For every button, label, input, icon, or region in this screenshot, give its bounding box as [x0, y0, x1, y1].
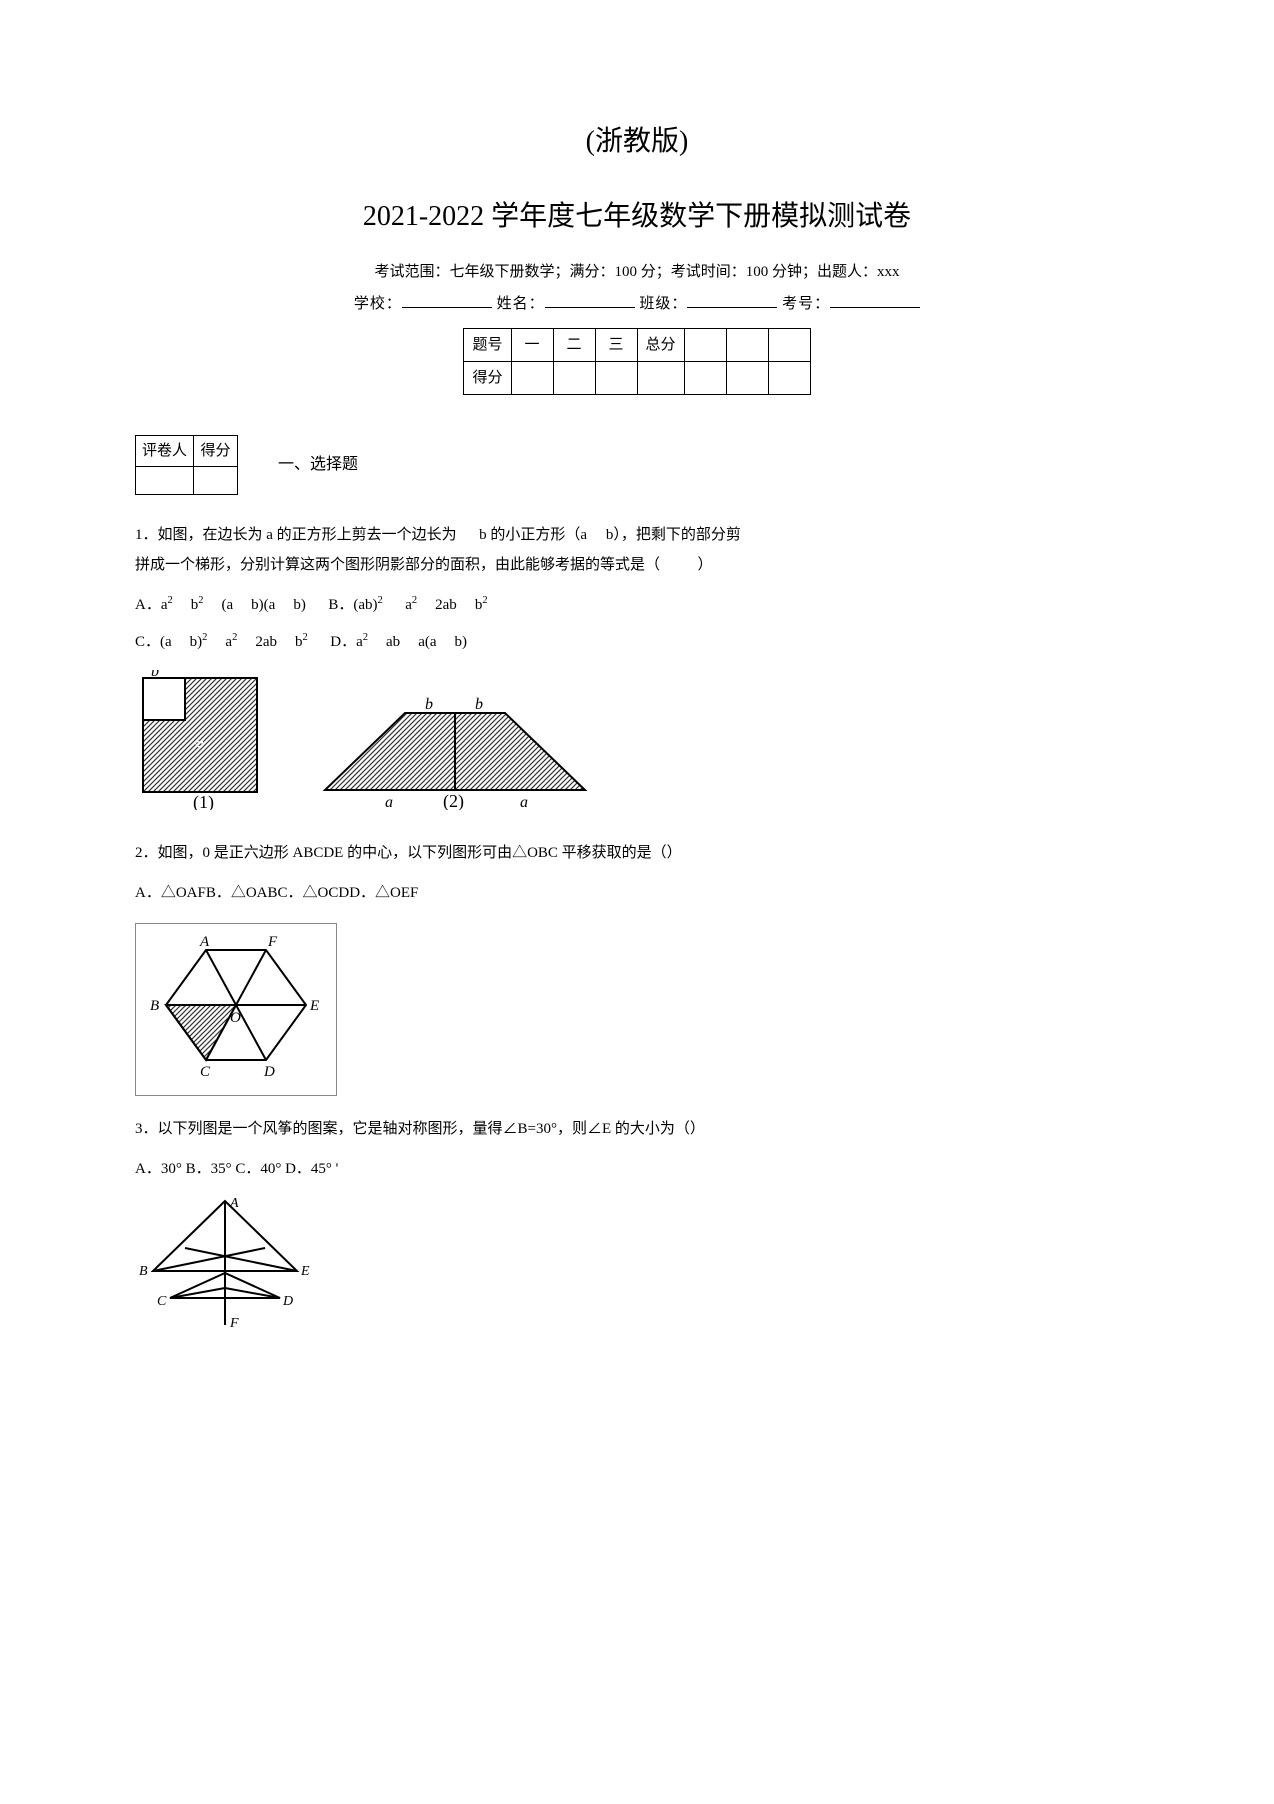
question-2-stem: 2．如图，0 是正六边形 ABCDE 的中心，以下列图形可由△OBC 平移获取的…	[135, 838, 1139, 868]
trapezoid-figure: b b a a (2)	[315, 685, 595, 810]
question-2-figure: A F B E C D O	[135, 923, 337, 1096]
kite-label-f: F	[229, 1316, 239, 1331]
table-row: 题号 一 二 三 总分	[464, 328, 810, 361]
fig-label-b: b	[475, 696, 483, 713]
hex-label-a: A	[199, 934, 210, 950]
col-header: 三	[595, 328, 637, 361]
question-1-stem: 1．如图，在边长为 a 的正方形上剪去一个边长为 b 的小正方形（a b），把剩…	[135, 520, 1139, 580]
question-3-options: A．30° B．35° C．40° D．45° '	[135, 1156, 1139, 1183]
question-3-figure: A B E C D F	[135, 1193, 1139, 1342]
fig-label-a: a	[190, 740, 207, 748]
opt-b: B．(ab)2 a22abb2	[328, 597, 487, 613]
score-cell	[684, 361, 726, 394]
table-row	[136, 466, 238, 494]
q1-text: ）	[698, 557, 713, 573]
examno-blank	[830, 292, 920, 308]
opt-a: A．a2b2(ab)(ab)	[135, 597, 306, 613]
section-title: 一、选择题	[278, 452, 358, 478]
school-label: 学校：	[354, 296, 402, 312]
opt-d: D．a2aba(ab)	[330, 634, 467, 650]
question-3-stem: 3．以下列图是一个风筝的图案，它是轴对称图形，量得∠B=30°，则∠E 的大小为…	[135, 1114, 1139, 1144]
q1-text: 拼成一个梯形，分别计算这两个图形阴影部分的面积，由此能够考据的等式是（	[135, 557, 660, 573]
q1-text: 1．如图，在边长为 a 的正方形上剪去一个边长为	[135, 527, 457, 543]
fig-label-a: a	[520, 794, 528, 810]
hex-label-b: B	[150, 998, 159, 1014]
kite-figure: A B E C D F	[135, 1193, 315, 1333]
score-cell	[511, 361, 553, 394]
school-blank	[402, 292, 492, 308]
table-row: 得分	[464, 361, 810, 394]
row-label: 得分	[464, 361, 511, 394]
score-table: 题号 一 二 三 总分 得分	[463, 328, 810, 395]
hex-label-c: C	[200, 1064, 211, 1080]
opt-c: C．(ab)2a22abb2	[135, 634, 308, 650]
name-label: 姓名：	[497, 296, 545, 312]
kite-label-e: E	[300, 1264, 310, 1279]
grader-table: 评卷人 得分	[135, 435, 238, 495]
square-cut-figure: b a (1)	[135, 670, 265, 810]
row-label: 题号	[464, 328, 511, 361]
section-header-row: 评卷人 得分 一、选择题	[135, 435, 1139, 495]
question-1-figures: b a (1) b b a a (2)	[135, 670, 1139, 819]
class-label: 班级：	[639, 296, 687, 312]
exam-title: 2021-2022 学年度七年级数学下册模拟测试卷	[135, 195, 1139, 240]
grader-header: 得分	[194, 435, 238, 466]
grader-cell	[136, 466, 194, 494]
hex-label-e: E	[309, 998, 319, 1014]
student-info-line: 学校： 姓名： 班级： 考号：	[135, 292, 1139, 316]
edition-title: (浙教版)	[135, 120, 1139, 165]
class-blank	[687, 292, 777, 308]
kite-label-c: C	[157, 1294, 167, 1309]
hex-label-d: D	[263, 1064, 275, 1080]
hex-label-o: O	[230, 1010, 241, 1026]
kite-label-b: B	[139, 1264, 148, 1279]
q1-text: b），把剩下的部分剪	[606, 527, 741, 543]
score-cell	[595, 361, 637, 394]
kite-label-a: A	[229, 1196, 239, 1211]
score-cell	[553, 361, 595, 394]
fig-label-b: b	[151, 670, 159, 680]
exam-info: 考试范围：七年级下册数学；满分：100 分；考试时间：100 分钟；出题人：xx…	[135, 260, 1139, 284]
grader-cell	[194, 466, 238, 494]
hexagon-figure: A F B E C D O	[146, 930, 326, 1080]
col-blank	[768, 328, 810, 361]
col-header: 总分	[637, 328, 684, 361]
col-blank	[726, 328, 768, 361]
col-header: 二	[553, 328, 595, 361]
figure-1: b a (1)	[135, 670, 265, 819]
fig-label-b: b	[425, 696, 433, 713]
kite-label-d: D	[282, 1294, 293, 1309]
col-header: 一	[511, 328, 553, 361]
grader-header: 评卷人	[136, 435, 194, 466]
examno-label: 考号：	[782, 296, 830, 312]
score-cell	[726, 361, 768, 394]
question-1-options-row1: A．a2b2(ab)(ab) B．(ab)2 a22abb2	[135, 592, 1139, 619]
score-cell	[637, 361, 684, 394]
fig-label-a: a	[385, 794, 393, 810]
q1-text: b 的小正方形（a	[479, 527, 587, 543]
question-1-options-row2: C．(ab)2a22abb2 D．a2aba(ab)	[135, 629, 1139, 656]
table-row: 评卷人 得分	[136, 435, 238, 466]
fig1-caption: (1)	[193, 792, 214, 810]
name-blank	[545, 292, 635, 308]
question-2-options: A．△OAFB．△OABC．△OCDD．△OEF	[135, 880, 1139, 907]
figure-2: b b a a (2)	[315, 685, 595, 819]
col-blank	[684, 328, 726, 361]
hex-label-f: F	[267, 934, 278, 950]
fig2-caption: (2)	[443, 791, 464, 810]
score-cell	[768, 361, 810, 394]
